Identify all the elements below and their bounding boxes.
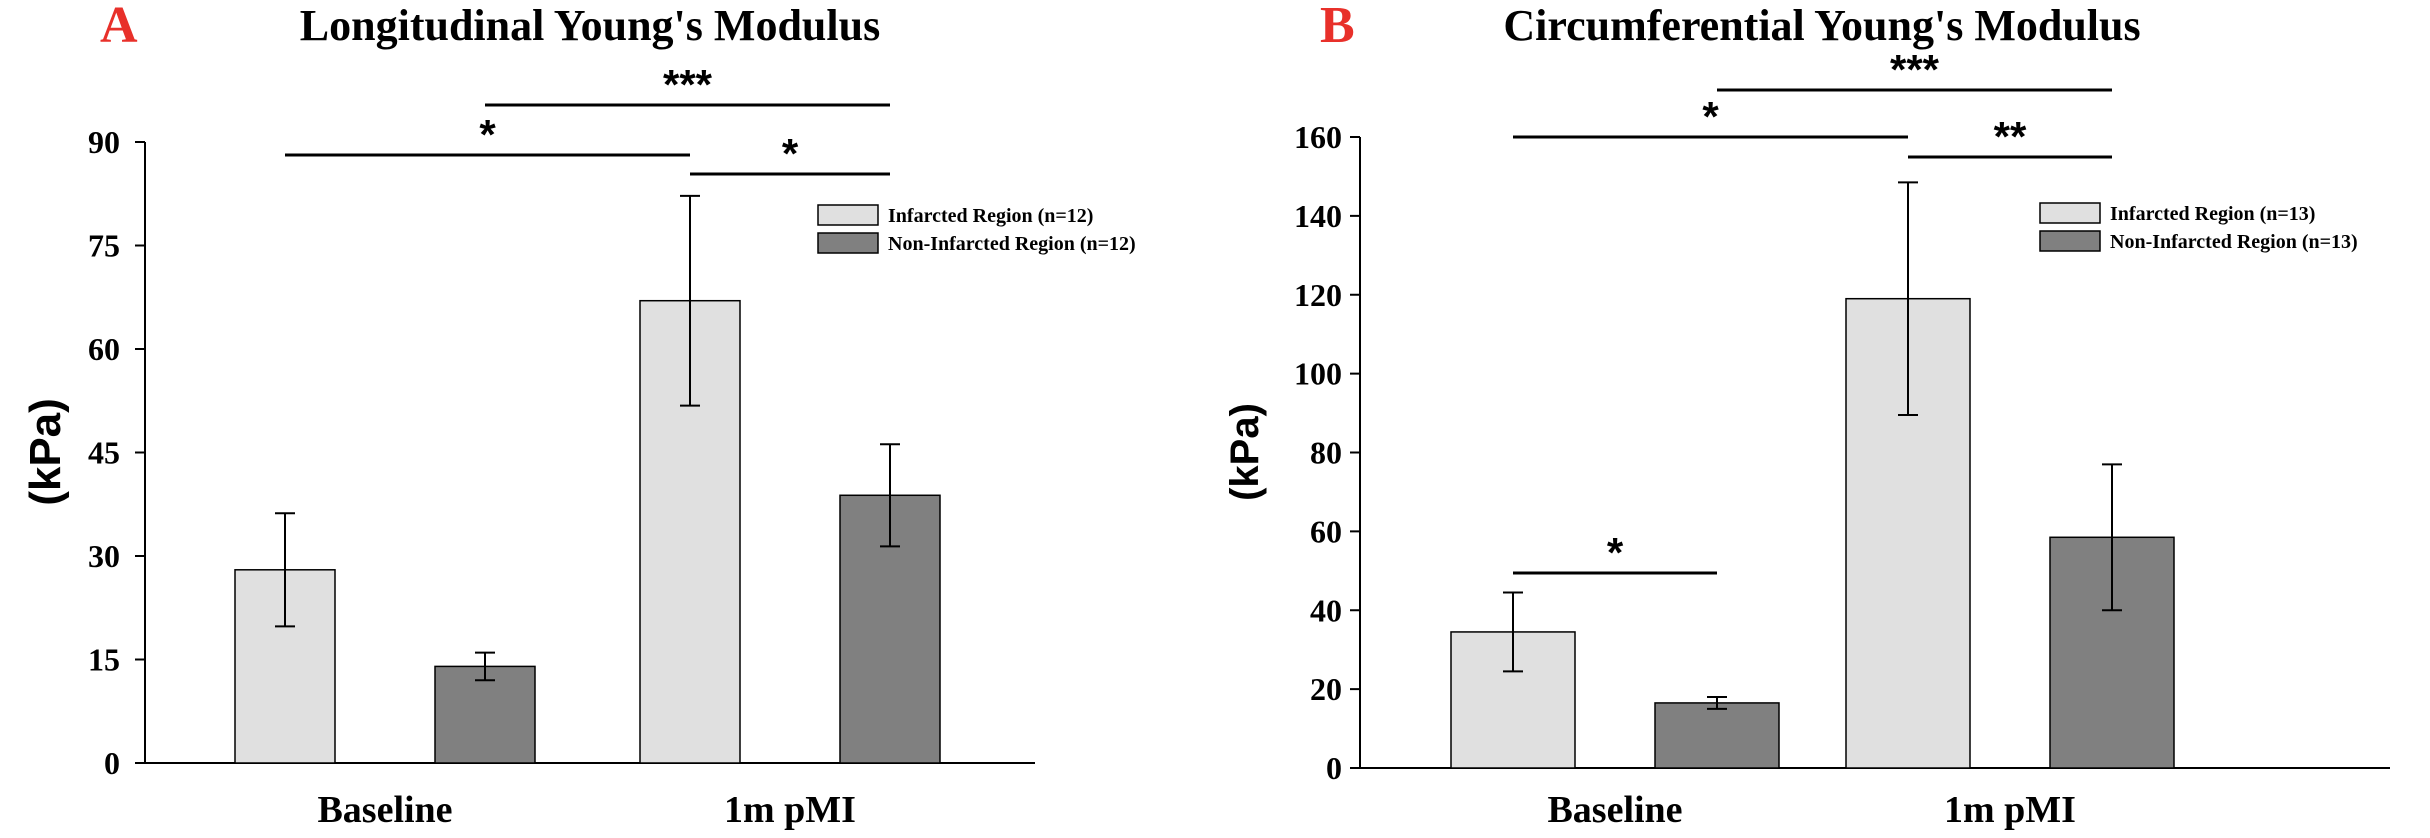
y-tick-label: 120: [1294, 277, 1342, 313]
chart-panel-b: B Circumferential Young's Modulus (kPa) 0 20…: [1223, 0, 2390, 831]
legend-label: Infarcted Region (n=13): [2110, 203, 2315, 225]
y-tick-label: 40: [1310, 592, 1342, 628]
y-axis-label: (kPa): [21, 398, 70, 506]
y-tick-label: 140: [1294, 198, 1342, 234]
x-category-label: 1m pMI: [724, 789, 856, 831]
significance-marker: *: [1607, 529, 1624, 576]
legend-swatch: [2039, 202, 2101, 224]
y-tick-label: 75: [88, 228, 120, 264]
chart-title: Circumferential Young's Modulus: [1503, 1, 2140, 50]
significance-marker: ***: [1890, 46, 1940, 93]
legend-swatch: [817, 232, 879, 254]
y-tick-label: 160: [1294, 119, 1342, 155]
y-tick-label: 0: [104, 745, 120, 781]
panel-letter: B: [1320, 0, 1355, 54]
y-tick-label: 0: [1326, 750, 1342, 786]
legend-swatch: [817, 204, 879, 226]
legend-label: Non-Infarcted Region (n=13): [2110, 231, 2358, 253]
y-tick-label: 15: [88, 642, 120, 678]
chart-panel-a: A Longitudinal Young's Modulus (kPa) 0 15 30 4…: [21, 0, 1136, 831]
y-tick-label: 90: [88, 124, 120, 160]
legend-swatch: [2039, 230, 2101, 252]
chart-title: Longitudinal Young's Modulus: [300, 1, 880, 50]
significance-marker: *: [479, 111, 496, 158]
significance-marker: *: [1702, 93, 1719, 140]
significance-marker: ***: [663, 61, 713, 108]
y-tick-label: 30: [88, 538, 120, 574]
legend-label: Infarcted Region (n=12): [888, 205, 1093, 227]
legend-label: Non-Infarcted Region (n=12): [888, 233, 1136, 255]
y-tick-label: 60: [88, 331, 120, 367]
y-tick-label: 100: [1294, 356, 1342, 392]
significance-marker: *: [782, 130, 799, 177]
bar: [1654, 702, 1780, 769]
y-tick-label: 60: [1310, 513, 1342, 549]
x-category-label: Baseline: [317, 789, 452, 831]
x-category-label: Baseline: [1547, 789, 1682, 831]
panel-letter: A: [100, 0, 138, 54]
y-tick-label: 20: [1310, 671, 1342, 707]
x-category-label: 1m pMI: [1944, 789, 2076, 831]
y-axis-label: (kPa): [1223, 403, 1267, 501]
bar: [434, 665, 536, 764]
y-tick-label: 80: [1310, 435, 1342, 471]
significance-marker: **: [1994, 113, 2027, 160]
y-tick-label: 45: [88, 435, 120, 471]
